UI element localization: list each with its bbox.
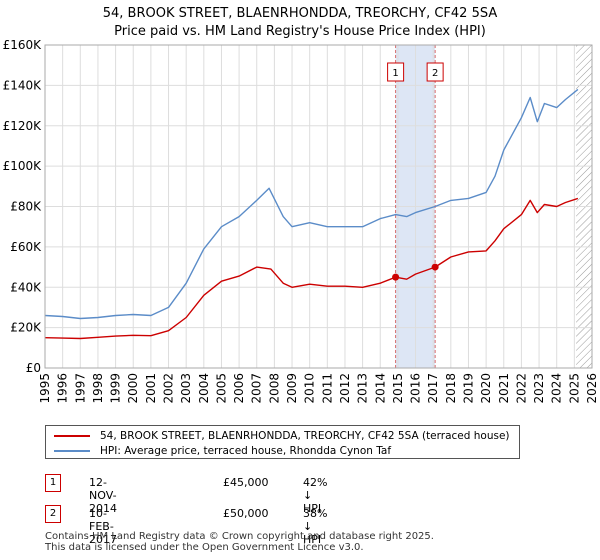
sale-point xyxy=(431,263,439,271)
y-tick-label: £80K xyxy=(10,200,42,214)
legend-line-property xyxy=(54,435,90,437)
x-tick-label: 2026 xyxy=(585,373,599,404)
transaction-hpi-diff: 42% ↓ HPI xyxy=(303,476,328,515)
transaction-date: 12-NOV-2014 xyxy=(89,476,117,515)
x-tick-label: 2007 xyxy=(250,373,264,404)
footer-line-copyright: Contains HM Land Registry data © Crown c… xyxy=(45,531,434,542)
footer-line-licence: This data is licensed under the Open Gov… xyxy=(45,542,364,553)
transaction-hpi-diff: 38% ↓ HPI xyxy=(303,507,328,546)
x-tick-label: 2016 xyxy=(409,373,423,404)
x-tick-label: 1999 xyxy=(109,373,123,404)
x-tick-label: 2020 xyxy=(479,373,493,404)
legend-label-hpi: HPI: Average price, terraced house, Rhon… xyxy=(100,445,392,457)
x-tick-label: 2012 xyxy=(338,373,352,404)
chart-subtitle: Price paid vs. HM Land Registry's House … xyxy=(114,24,486,39)
x-tick-label: 1998 xyxy=(91,373,105,404)
y-tick-label: £0 xyxy=(26,361,41,375)
x-tick-label: 2001 xyxy=(144,373,158,404)
y-tick-label: £120K xyxy=(3,119,43,133)
x-tick-label: 2024 xyxy=(550,373,564,404)
hpi-line xyxy=(44,88,579,320)
transaction-date: 10-FEB-2017 xyxy=(89,507,117,546)
price-chart: 54, BROOK STREET, BLAENRHONDDA, TREORCHY… xyxy=(3,6,599,404)
x-tick-label: 2023 xyxy=(532,373,546,404)
transaction-marker-id: 2 xyxy=(45,505,61,523)
legend-label-property: 54, BROOK STREET, BLAENRHONDDA, TREORCHY… xyxy=(100,430,510,442)
x-tick-label: 2002 xyxy=(162,373,176,404)
legend-item-hpi: HPI: Average price, terraced house, Rhon… xyxy=(54,444,391,458)
x-tick-label: 2021 xyxy=(497,373,511,404)
legend-line-hpi xyxy=(54,450,90,452)
sale-marker-box xyxy=(387,62,405,82)
x-tick-label: 2006 xyxy=(232,373,246,404)
sale-marker-label: 1 xyxy=(392,68,398,79)
x-tick-label: 1995 xyxy=(38,373,52,404)
x-tick-label: 2014 xyxy=(373,373,387,404)
y-tick-label: £20K xyxy=(10,321,42,335)
transaction-marker-id: 1 xyxy=(45,474,61,492)
legend-item-property: 54, BROOK STREET, BLAENRHONDDA, TREORCHY… xyxy=(54,429,510,443)
x-tick-label: 2000 xyxy=(126,373,140,404)
x-tick-label: 2005 xyxy=(214,373,228,404)
x-tick-label: 2017 xyxy=(426,373,440,404)
x-tick-label: 2018 xyxy=(444,373,458,404)
x-tick-label: 2008 xyxy=(267,373,281,404)
x-tick-label: 1997 xyxy=(73,373,87,404)
x-tick-label: 2003 xyxy=(179,373,193,404)
sale-point xyxy=(392,273,400,281)
x-tick-label: 2004 xyxy=(197,373,211,404)
sale-marker-label: 2 xyxy=(432,68,438,79)
x-tick-label: 2022 xyxy=(514,373,528,404)
x-tick-label: 2025 xyxy=(567,373,581,404)
y-tick-label: £100K xyxy=(3,159,43,173)
transaction-price: £45,000 xyxy=(223,476,269,489)
x-tick-label: 2013 xyxy=(356,373,370,404)
x-tick-label: 2009 xyxy=(285,373,299,404)
property-price-line xyxy=(44,197,579,340)
legend: 54, BROOK STREET, BLAENRHONDDA, TREORCHY… xyxy=(45,425,520,459)
y-tick-label: £160K xyxy=(3,38,43,52)
y-tick-label: £140K xyxy=(3,78,43,92)
sale-marker-box xyxy=(426,62,444,82)
x-tick-label: 2015 xyxy=(391,373,405,404)
x-tick-label: 2011 xyxy=(320,373,334,404)
chart-title: 54, BROOK STREET, BLAENRHONDDA, TREORCHY… xyxy=(103,6,498,21)
plot-frame xyxy=(44,44,593,369)
x-tick-label: 1996 xyxy=(56,373,70,404)
y-tick-label: £60K xyxy=(10,240,42,254)
x-tick-label: 2019 xyxy=(461,373,475,404)
x-tick-label: 2010 xyxy=(303,373,317,404)
y-tick-label: £40K xyxy=(10,280,42,294)
footer-attribution: Contains HM Land Registry data © Crown c… xyxy=(45,531,434,553)
transaction-price: £50,000 xyxy=(223,507,269,520)
